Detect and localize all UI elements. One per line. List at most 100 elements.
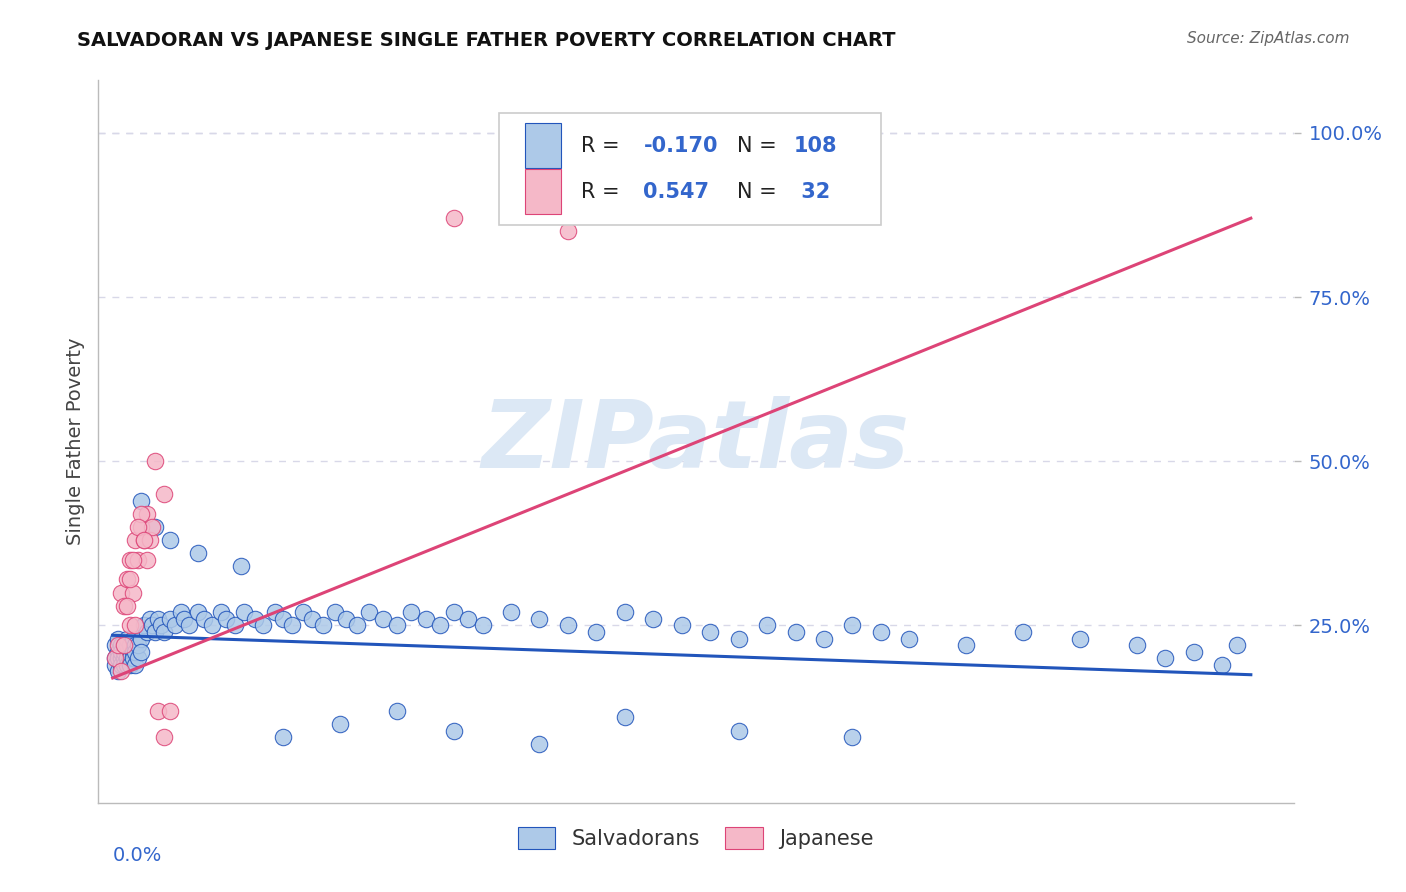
Point (193, 612, 215, 626)
Point (159, 704, 181, 718)
Point (1211, 657, 1233, 672)
Point (335, 612, 357, 626)
Point (153, 730, 176, 744)
Point (756, 618, 779, 632)
Point (107, 645, 129, 659)
Point (110, 665, 132, 679)
Point (132, 618, 155, 632)
Point (115, 632, 138, 646)
Point (209, 605, 232, 619)
Point (841, 618, 863, 632)
Point (143, 625, 166, 640)
Point (232, 605, 254, 619)
Point (1226, 638, 1249, 652)
Point (138, 612, 160, 626)
Point (292, 605, 315, 619)
Point (281, 618, 304, 632)
Point (129, 520, 152, 534)
Point (124, 533, 146, 547)
Point (263, 605, 285, 619)
Point (138, 533, 160, 547)
Point (135, 507, 157, 521)
Point (129, 493, 152, 508)
Point (110, 645, 132, 659)
Point (150, 618, 173, 632)
Point (898, 632, 921, 646)
Point (273, 730, 295, 744)
Point (129, 645, 152, 659)
Point (187, 605, 209, 619)
Point (129, 507, 152, 521)
Point (1012, 625, 1035, 640)
Point (107, 632, 129, 646)
Point (273, 612, 295, 626)
Point (141, 618, 163, 632)
Point (529, 737, 551, 751)
Point (121, 645, 143, 659)
Text: ZIPatlas: ZIPatlas (482, 395, 910, 488)
Point (252, 618, 274, 632)
Point (785, 625, 807, 640)
Point (121, 651, 143, 665)
Point (329, 717, 352, 731)
Point (187, 546, 209, 560)
Point (323, 605, 346, 619)
Point (401, 605, 423, 619)
Point (129, 632, 152, 646)
Point (127, 553, 149, 567)
Point (215, 612, 238, 626)
Point (124, 618, 146, 632)
Point (165, 618, 187, 632)
Point (201, 618, 224, 632)
Point (1154, 651, 1177, 665)
Point (121, 553, 143, 567)
Point (1126, 638, 1149, 652)
Text: N =: N = (737, 136, 783, 156)
Point (727, 632, 749, 646)
Point (301, 612, 323, 626)
Point (110, 638, 132, 652)
Point (955, 638, 977, 652)
Text: R =: R = (581, 136, 627, 156)
Point (118, 573, 141, 587)
Point (643, 612, 665, 626)
FancyBboxPatch shape (524, 169, 561, 214)
Point (110, 651, 132, 665)
Point (115, 638, 138, 652)
Point (224, 618, 246, 632)
Point (727, 723, 749, 738)
Point (107, 665, 129, 679)
Point (385, 704, 409, 718)
Point (112, 645, 135, 659)
Point (118, 553, 141, 567)
Point (557, 224, 579, 238)
Point (121, 585, 143, 599)
Point (107, 638, 129, 652)
Point (112, 638, 135, 652)
Point (135, 625, 157, 640)
Point (112, 599, 135, 613)
Point (499, 605, 522, 619)
FancyBboxPatch shape (524, 123, 561, 168)
Point (143, 520, 166, 534)
Point (143, 454, 166, 468)
Point (179, 618, 201, 632)
Point (115, 599, 138, 613)
Point (229, 559, 252, 574)
Point (104, 651, 127, 665)
Point (443, 605, 465, 619)
FancyBboxPatch shape (499, 112, 882, 225)
Point (1069, 632, 1091, 646)
Point (104, 651, 127, 665)
Point (127, 520, 149, 534)
Point (112, 638, 135, 652)
Point (118, 651, 141, 665)
Point (148, 612, 170, 626)
Point (173, 612, 195, 626)
Point (443, 723, 465, 738)
Point (115, 657, 138, 672)
Point (529, 612, 551, 626)
Point (104, 638, 127, 652)
Point (429, 618, 451, 632)
Point (312, 618, 335, 632)
